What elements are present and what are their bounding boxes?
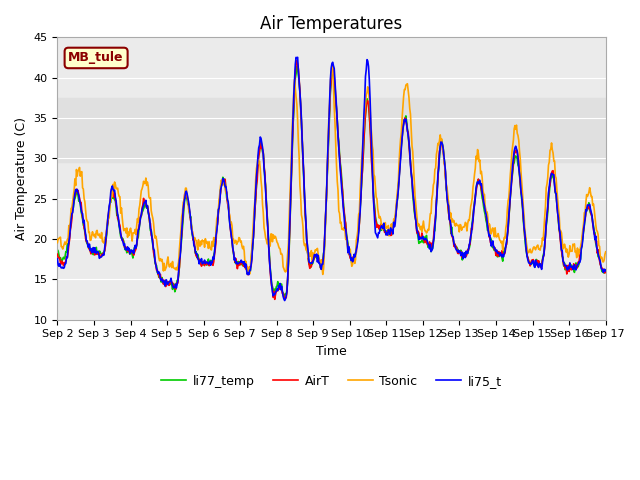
Title: Air Temperatures: Air Temperatures <box>260 15 403 33</box>
Tsonic <box>54 240 61 246</box>
Tsonic <box>400 94 408 99</box>
li77_temp <box>120 239 127 244</box>
li77_temp <box>54 247 61 252</box>
li75_t <box>120 242 127 248</box>
li75_t <box>63 255 71 261</box>
AirT <box>120 240 127 246</box>
AirT <box>271 297 278 302</box>
li77_temp <box>205 256 212 262</box>
Line: li75_t: li75_t <box>58 57 605 300</box>
li75_t <box>54 256 61 262</box>
Tsonic <box>416 224 424 230</box>
Tsonic <box>319 272 326 277</box>
AirT <box>602 269 609 275</box>
AirT <box>205 260 212 266</box>
li77_temp <box>602 267 609 273</box>
AirT <box>175 264 183 270</box>
li77_temp <box>63 241 71 247</box>
Bar <box>58 98 605 162</box>
li75_t <box>205 261 212 267</box>
Tsonic <box>329 64 337 70</box>
li75_t <box>294 54 301 60</box>
X-axis label: Time: Time <box>316 345 347 358</box>
Tsonic <box>63 237 71 242</box>
li77_temp <box>280 294 288 300</box>
Line: Tsonic: Tsonic <box>58 67 605 275</box>
AirT <box>416 236 424 241</box>
AirT <box>63 255 71 261</box>
Legend: li77_temp, AirT, Tsonic, li75_t: li77_temp, AirT, Tsonic, li75_t <box>156 370 507 393</box>
Text: MB_tule: MB_tule <box>68 51 124 64</box>
li77_temp <box>175 264 183 269</box>
Tsonic <box>602 249 609 255</box>
AirT <box>400 120 408 126</box>
li77_temp <box>293 64 301 70</box>
Line: li77_temp: li77_temp <box>58 67 605 297</box>
AirT <box>54 252 61 257</box>
li75_t <box>416 234 424 240</box>
li75_t <box>281 298 289 303</box>
Tsonic <box>205 245 212 251</box>
AirT <box>293 58 301 63</box>
Tsonic <box>175 246 183 252</box>
li75_t <box>175 257 183 263</box>
li75_t <box>602 267 609 273</box>
Line: AirT: AirT <box>58 60 605 300</box>
Tsonic <box>120 228 127 234</box>
li75_t <box>400 122 408 128</box>
li77_temp <box>416 239 424 245</box>
li77_temp <box>400 120 408 126</box>
Y-axis label: Air Temperature (C): Air Temperature (C) <box>15 117 28 240</box>
